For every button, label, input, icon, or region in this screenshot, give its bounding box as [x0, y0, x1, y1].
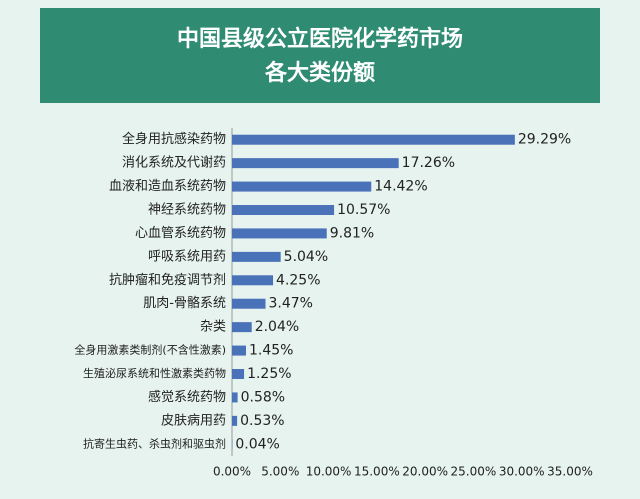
value-label: 17.26%: [402, 155, 455, 171]
bar: [232, 134, 515, 145]
bar: [232, 369, 245, 379]
x-tick-label: 5.00%: [261, 465, 299, 479]
bar: [232, 415, 238, 426]
header: [40, 8, 600, 103]
bar: [232, 392, 238, 403]
bar: [232, 345, 247, 356]
bar: [232, 205, 335, 215]
x-tick-label: 10.00%: [306, 465, 352, 479]
y-tick-label: 杂类: [200, 320, 226, 335]
y-tick-label: 心血管系统药物: [135, 226, 226, 241]
y-tick-label: 感觉系统药物: [148, 389, 226, 405]
chart-title: 中国县级公立医院化学药市场: [177, 26, 463, 52]
value-label: 3.47%: [269, 296, 313, 312]
y-tick-label: 全身用抗感染药物: [122, 131, 226, 147]
y-tick-label: 神经系统药物: [148, 203, 226, 218]
bar: [232, 181, 372, 192]
value-label: 0.53%: [240, 413, 284, 429]
bar: [232, 298, 266, 309]
x-tick-label: 15.00%: [354, 465, 400, 479]
bar: [232, 251, 281, 262]
x-tick-label: 0.00%: [213, 465, 251, 479]
value-label: 29.29%: [518, 132, 571, 148]
y-tick-label: 抗寄生虫药、杀虫剂和驱虫剂: [83, 436, 226, 450]
x-tick-label: 20.00%: [402, 465, 448, 479]
x-tick-label: 25.00%: [451, 465, 497, 479]
y-tick-label: 肌肉-骨骼系统: [143, 295, 226, 311]
x-tick-label: 30.00%: [499, 465, 545, 479]
bar: [232, 158, 399, 169]
value-label: 14.42%: [374, 179, 427, 195]
y-tick-label: 抗肿瘤和免疫调节剂: [109, 272, 226, 288]
bar: [232, 275, 274, 286]
value-label: 4.25%: [276, 272, 320, 288]
value-label: 1.45%: [249, 343, 293, 359]
y-tick-label: 消化系统及代谢药: [122, 155, 226, 171]
value-label: 5.04%: [284, 249, 328, 265]
y-tick-label: 生殖泌尿系统和性激素类药物: [83, 366, 226, 380]
bar: [232, 322, 252, 333]
value-label: 1.25%: [247, 366, 291, 382]
y-tick-label: 全身用激素类制剂(不含性激素): [74, 343, 226, 357]
x-tick-label: 35.00%: [547, 465, 593, 479]
y-tick-label: 呼吸系统用药: [148, 249, 226, 264]
y-tick-label: 血液和造血系统药物: [109, 179, 226, 194]
bar: [232, 228, 327, 239]
value-label: 9.81%: [330, 225, 374, 241]
value-label: 2.04%: [255, 319, 299, 335]
value-label: 10.57%: [337, 202, 390, 218]
value-label: 0.04%: [235, 436, 279, 452]
value-label: 0.58%: [241, 389, 285, 405]
chart-title: 各大类份额: [264, 60, 375, 86]
y-tick-label: 皮肤病用药: [161, 413, 226, 428]
